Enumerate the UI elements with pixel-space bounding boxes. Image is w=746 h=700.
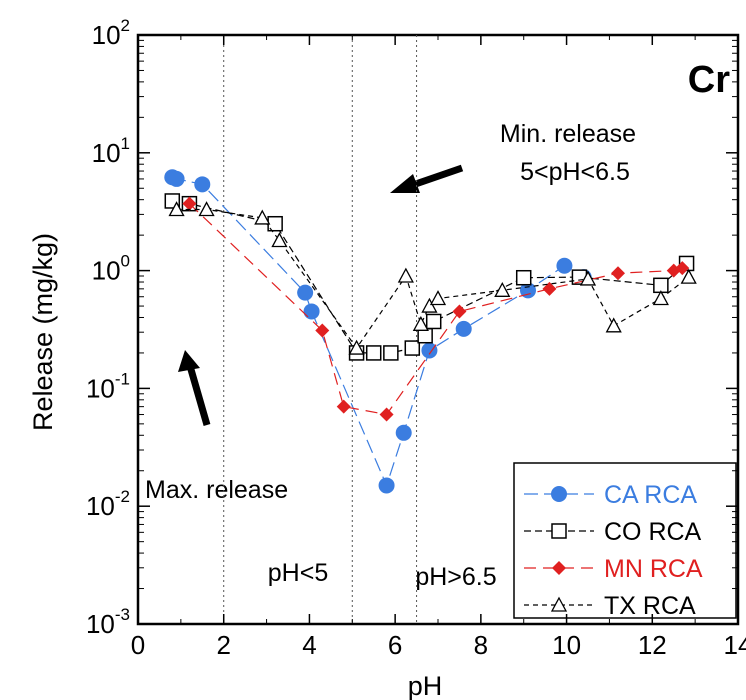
y-tick-label: 100 xyxy=(92,252,130,286)
data-point-co-rca xyxy=(383,345,399,361)
x-tick-label: 4 xyxy=(302,630,316,660)
legend-label-tx-rca: TX RCA xyxy=(604,592,696,620)
x-axis-label: pH xyxy=(408,671,443,700)
data-point-ca-rca xyxy=(455,320,472,337)
legend-label-mn-rca: MN RCA xyxy=(604,555,703,583)
data-point-co-rca xyxy=(425,313,442,330)
x-tick-label: 8 xyxy=(474,630,488,660)
data-point-ca-rca xyxy=(520,282,536,299)
max-release-arrow xyxy=(186,365,211,426)
data-point-tx-rca xyxy=(397,267,414,283)
data-point-ca-rca xyxy=(421,342,438,359)
data-point-mn-rca xyxy=(675,261,690,276)
data-point-tx-rca xyxy=(198,201,215,217)
annotation-max-release: Max. release xyxy=(145,476,288,504)
data-point-mn-rca xyxy=(452,304,467,319)
series-mn-rca xyxy=(182,196,690,422)
data-point-tx-rca xyxy=(652,290,669,306)
data-point-mn-rca xyxy=(611,266,625,281)
y-axis-label: Release (mg/kg) xyxy=(28,233,58,431)
y-tick-label: 10-3 xyxy=(86,605,130,639)
data-point-tx-rca xyxy=(579,270,597,286)
x-tick-label: 6 xyxy=(388,630,402,660)
y-tick-label: 102 xyxy=(92,16,130,50)
data-point-mn-rca xyxy=(542,281,557,296)
min-release-arrow-head xyxy=(390,174,420,193)
series-co-rca xyxy=(164,193,695,361)
data-point-mn-rca xyxy=(182,196,197,211)
legend-marker-co-rca xyxy=(551,523,567,539)
data-point-tx-rca xyxy=(271,232,288,248)
x-tick-label: 10 xyxy=(552,630,581,660)
data-point-tx-rca xyxy=(680,268,697,284)
max-release-arrow-head xyxy=(178,350,200,372)
data-point-ca-rca xyxy=(168,170,185,187)
legend-label-co-rca: CO RCA xyxy=(604,518,702,546)
y-tick-label: 10-1 xyxy=(86,369,130,403)
data-point-ca-rca xyxy=(378,477,395,494)
data-point-tx-rca xyxy=(254,209,271,225)
legend-label-ca-rca: CA RCA xyxy=(604,481,697,509)
data-point-tx-rca xyxy=(429,290,447,306)
x-tick-label: 14 xyxy=(724,630,746,660)
data-point-mn-rca xyxy=(379,407,394,422)
data-point-ca-rca xyxy=(556,257,573,274)
data-point-ca-rca xyxy=(194,176,211,193)
series-tx-rca xyxy=(168,201,697,355)
annotation-arrows xyxy=(178,164,464,426)
annotation-ph-gt-65: pH>6.5 xyxy=(415,563,496,591)
data-point-co-rca xyxy=(404,340,421,356)
x-tick-label: 2 xyxy=(216,630,230,660)
data-point-ca-rca xyxy=(297,284,314,301)
series-line-mn-rca xyxy=(188,203,683,416)
data-point-ca-rca xyxy=(303,303,320,320)
data-point-tx-rca xyxy=(421,297,438,313)
x-tick-label: 12 xyxy=(638,630,667,660)
legend-marker-mn-rca xyxy=(552,561,566,575)
series-ca-rca xyxy=(164,169,592,494)
y-tick-label: 10-2 xyxy=(86,487,130,521)
data-point-mn-rca xyxy=(336,399,351,414)
data-point-co-rca xyxy=(365,345,382,361)
data-point-mn-rca xyxy=(315,323,330,338)
legend-box xyxy=(513,462,737,619)
legend: CA RCA CO RCA MN RCA TX RCA xyxy=(513,462,737,620)
data-point-tx-rca xyxy=(494,281,511,297)
data-point-tx-rca xyxy=(168,201,185,217)
data-point-co-rca xyxy=(515,269,532,286)
annotation-ph-lt-5: pH<5 xyxy=(268,559,328,587)
annotation-min-release-range: 5<pH<6.5 xyxy=(520,158,630,186)
legend-marker-tx-rca xyxy=(550,596,568,612)
data-point-tx-rca xyxy=(412,315,429,331)
legend-marker-ca-rca xyxy=(551,486,567,502)
annotation-min-release: Min. release xyxy=(500,120,636,148)
y-tick-label: 101 xyxy=(92,134,130,168)
x-tick-label: 0 xyxy=(131,630,145,660)
data-point-tx-rca xyxy=(348,339,365,355)
data-point-tx-rca xyxy=(605,317,622,333)
series-line-ca-rca xyxy=(172,176,585,488)
chart-title: Cr xyxy=(688,59,730,101)
data-point-ca-rca xyxy=(395,424,412,441)
